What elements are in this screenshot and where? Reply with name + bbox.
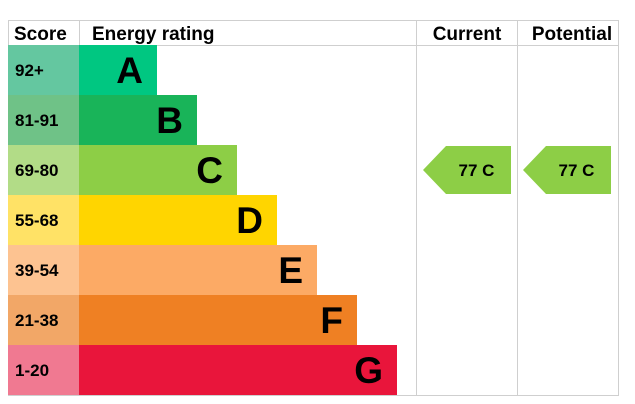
band-bar-e — [79, 245, 317, 295]
band-bar-f — [79, 295, 357, 345]
score-range-f: 21-38 — [15, 311, 58, 330]
band-bar-c — [79, 145, 237, 195]
band-bar-b — [79, 95, 197, 145]
score-range-b: 81-91 — [15, 111, 58, 130]
score-range-c: 69-80 — [15, 161, 58, 180]
current-rating-pointer — [423, 146, 511, 194]
band-bar-a — [79, 45, 157, 95]
current-rating-label: 77 C — [459, 161, 495, 180]
band-letter-a: A — [116, 50, 143, 91]
score-cell-f — [8, 295, 79, 345]
band-bar-d — [79, 195, 277, 245]
score-range-a: 92+ — [15, 61, 44, 80]
header-potential: Potential — [532, 24, 612, 45]
score-cell-d — [8, 195, 79, 245]
potential-rating-pointer — [523, 146, 611, 194]
score-range-e: 39-54 — [15, 261, 59, 280]
header-current: Current — [433, 24, 502, 45]
score-cell-e — [8, 245, 79, 295]
band-bar-g — [79, 345, 397, 395]
band-letter-b: B — [156, 100, 183, 141]
band-letter-c: C — [196, 150, 223, 191]
score-cell-c — [8, 145, 79, 195]
header-energy-rating: Energy rating — [92, 24, 214, 45]
rating-bands: 92+ A 81-91 B 69-80 C 55-68 D 39-54 E 21-38 F 1-20 G — [8, 45, 397, 395]
score-cell-b — [8, 95, 79, 145]
band-letter-e: E — [278, 250, 303, 291]
band-letter-d: D — [236, 200, 263, 241]
score-cell-g — [8, 345, 79, 395]
score-cell-a — [8, 45, 79, 95]
rating-pointers: 77 C 77 C — [423, 146, 611, 194]
header-score: Score — [14, 24, 67, 45]
band-letter-g: G — [354, 350, 383, 391]
band-letter-f: F — [320, 300, 343, 341]
potential-rating-label: 77 C — [559, 161, 595, 180]
score-range-g: 1-20 — [15, 361, 49, 380]
score-range-d: 55-68 — [15, 211, 58, 230]
